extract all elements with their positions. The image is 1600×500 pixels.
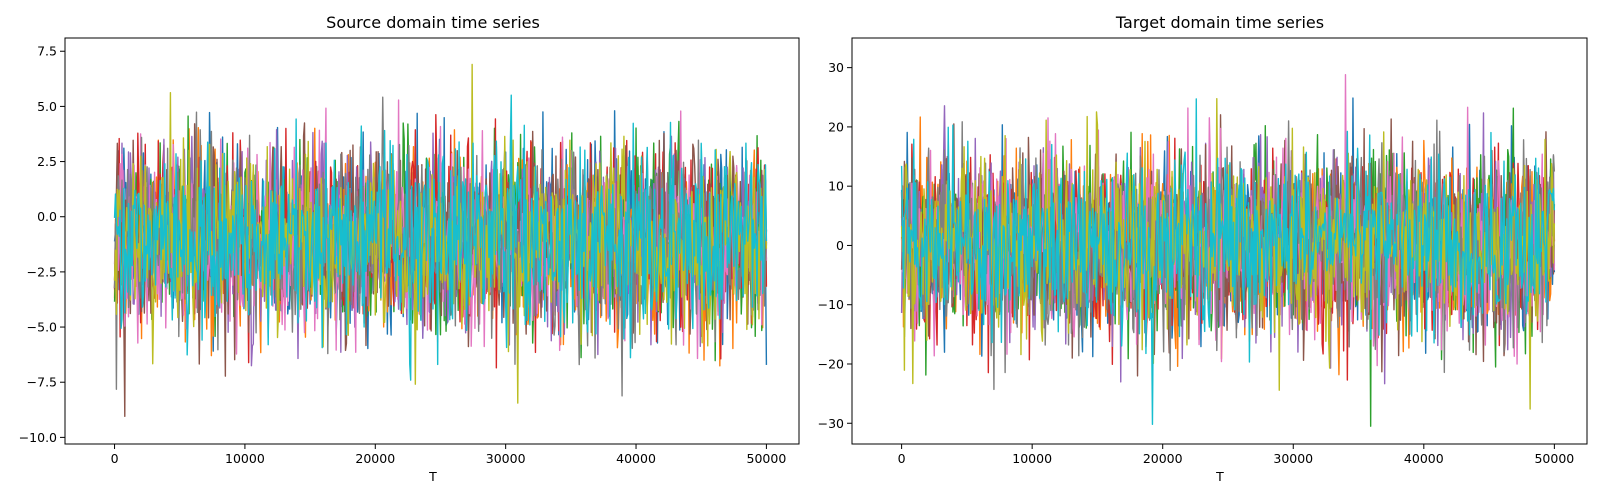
target-series-line-10	[900, 98, 1556, 426]
target-y-tick-label: −10	[818, 297, 844, 312]
target-x-tick-label: 20000	[1143, 451, 1183, 466]
source-y-tick-label: −5.0	[27, 320, 57, 335]
source-x-axis: 0 10000 20000 30000 40000 50000	[111, 444, 787, 466]
target-chart-title: Target domain time series	[1115, 13, 1324, 32]
source-x-tick-label: 0	[111, 451, 119, 466]
source-x-axis-label: T	[428, 469, 437, 484]
source-x-tick-label: 30000	[486, 451, 526, 466]
target-x-axis-label: T	[1215, 469, 1224, 484]
target-y-tick-label: 10	[828, 179, 844, 194]
source-y-tick-label: 2.5	[37, 154, 57, 169]
source-axes-frame	[64, 37, 800, 445]
source-x-tick-label: 40000	[616, 451, 656, 466]
source-y-tick-label: 0.0	[37, 209, 57, 224]
source-y-tick-label: 7.5	[37, 44, 57, 59]
target-y-tick-label: 0	[836, 238, 844, 253]
target-x-axis: 0 10000 20000 30000 40000 50000	[898, 444, 1574, 466]
target-x-tick-label: 50000	[1534, 451, 1574, 466]
source-y-tick-label: −2.5	[27, 264, 57, 279]
target-series-group	[900, 74, 1556, 427]
target-series-line-9	[900, 98, 1556, 410]
target-plot-panel: Target domain time series 0 10000 20000 300…	[818, 13, 1588, 484]
target-y-axis: −30 −20 −10 0 10 20 30	[818, 60, 852, 431]
source-plot-panel: Source domain time series 0 10000 20000 300…	[19, 13, 800, 484]
target-x-tick-label: 10000	[1012, 451, 1052, 466]
target-y-tick-label: 20	[828, 119, 844, 134]
source-x-tick-label: 50000	[747, 451, 787, 466]
source-y-tick-label: 5.0	[37, 99, 57, 114]
target-x-tick-label: 30000	[1273, 451, 1313, 466]
target-y-tick-label: −30	[818, 416, 844, 431]
source-series-line-10	[113, 94, 768, 381]
target-x-tick-label: 40000	[1404, 451, 1444, 466]
source-y-tick-label: −7.5	[27, 375, 57, 390]
target-x-tick-label: 0	[898, 451, 906, 466]
source-y-tick-label: −10.0	[19, 430, 57, 445]
target-y-tick-label: −20	[818, 356, 844, 371]
target-axes-frame	[851, 37, 1588, 445]
source-y-axis: −10.0 −7.5 −5.0 −2.5 0.0 2.5 5.0 7.5	[19, 44, 65, 445]
target-y-tick-label: 30	[828, 60, 844, 75]
source-chart-title: Source domain time series	[326, 13, 540, 32]
source-x-tick-label: 10000	[225, 451, 265, 466]
source-series-group	[113, 63, 768, 418]
source-x-tick-label: 20000	[355, 451, 395, 466]
